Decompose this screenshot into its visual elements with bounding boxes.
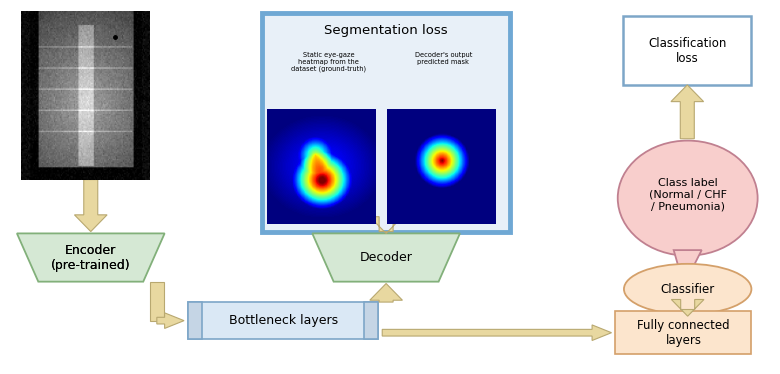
Bar xyxy=(615,312,751,354)
Text: Segmentation loss: Segmentation loss xyxy=(324,24,448,37)
Text: Encoder
(pre-trained): Encoder (pre-trained) xyxy=(51,243,130,272)
Text: Encoder
(pre-trained): Encoder (pre-trained) xyxy=(51,243,130,272)
Bar xyxy=(188,302,378,339)
Text: Classifier: Classifier xyxy=(661,283,714,295)
FancyBboxPatch shape xyxy=(623,16,751,85)
Text: Decoder's output
predicted mask: Decoder's output predicted mask xyxy=(415,52,472,64)
Text: Static eye-gaze
heatmap from the
dataset (ground-truth): Static eye-gaze heatmap from the dataset… xyxy=(292,52,367,72)
FancyArrow shape xyxy=(370,217,402,233)
Bar xyxy=(150,282,164,321)
Bar xyxy=(188,302,202,339)
FancyArrow shape xyxy=(672,300,704,316)
Text: Decoder: Decoder xyxy=(360,251,413,264)
Polygon shape xyxy=(312,233,460,282)
Polygon shape xyxy=(674,250,702,285)
FancyArrow shape xyxy=(671,85,704,139)
Text: Fully connected
layers: Fully connected layers xyxy=(637,319,730,347)
Ellipse shape xyxy=(618,141,757,256)
Text: Class label
(Normal / CHF
/ Pneumonia): Class label (Normal / CHF / Pneumonia) xyxy=(649,178,727,211)
FancyArrow shape xyxy=(370,283,402,302)
FancyArrow shape xyxy=(74,180,107,232)
Text: Bottleneck layers: Bottleneck layers xyxy=(229,314,338,327)
Polygon shape xyxy=(17,233,165,282)
FancyBboxPatch shape xyxy=(262,12,510,232)
FancyArrow shape xyxy=(382,325,612,340)
FancyArrow shape xyxy=(157,313,184,328)
Text: Classification
loss: Classification loss xyxy=(648,37,726,65)
Bar xyxy=(364,302,378,339)
Ellipse shape xyxy=(624,264,751,314)
